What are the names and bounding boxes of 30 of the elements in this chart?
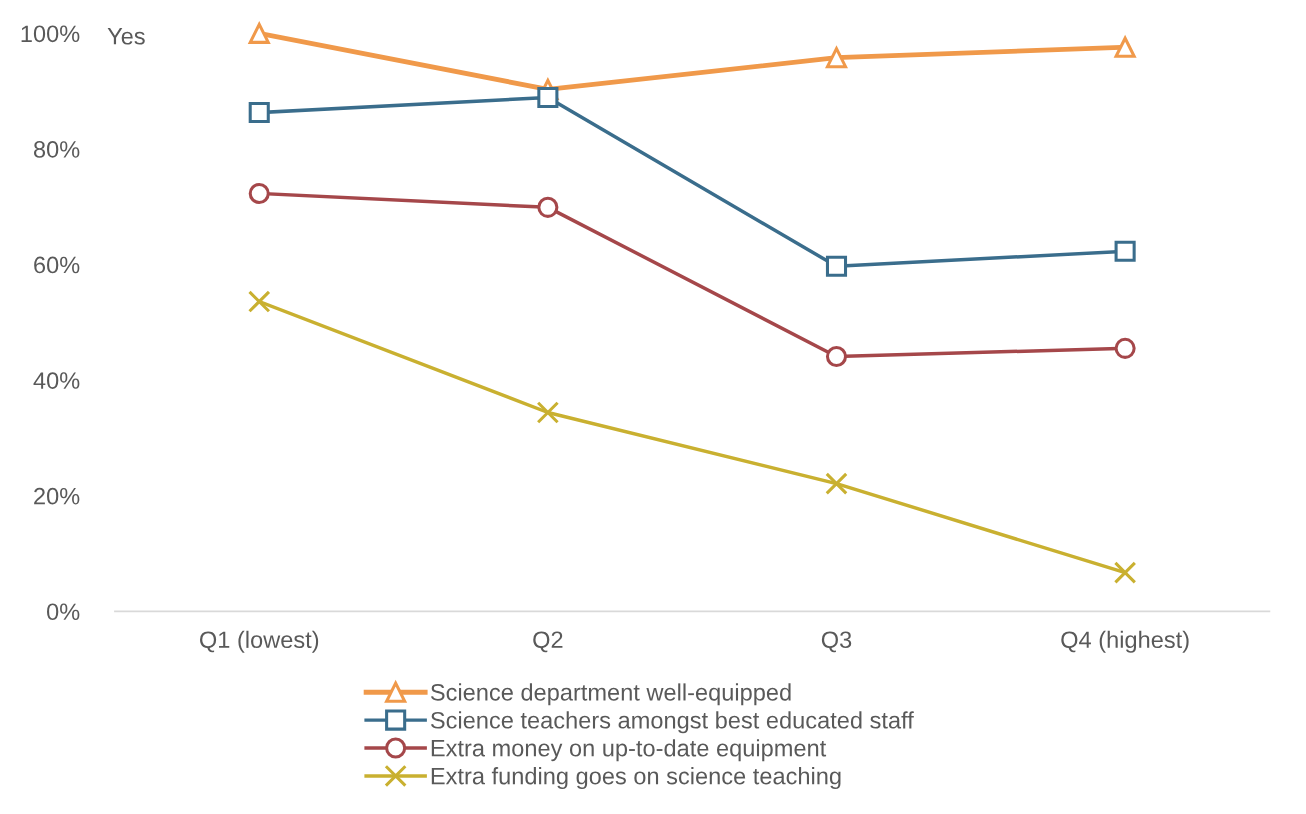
point	[536, 401, 560, 424]
point	[825, 345, 848, 367]
y-tick-label: 40%	[33, 372, 80, 389]
y-tick-label: 0%	[47, 603, 80, 621]
x-tick-label: Q4 (highest)	[1061, 630, 1189, 653]
point	[825, 47, 848, 69]
x-tick-label: Q2	[533, 631, 563, 653]
y-tick-label: 60%	[34, 256, 80, 274]
legend-label: Extra funding goes on science teaching	[431, 767, 841, 790]
point	[248, 22, 270, 44]
legend-label: Science teachers amongst best educated staff	[430, 711, 914, 734]
point	[1114, 337, 1136, 359]
point	[1113, 34, 1137, 58]
point	[825, 255, 848, 277]
point	[537, 196, 559, 218]
point	[247, 290, 271, 313]
annotation: Yes	[107, 28, 145, 45]
point	[248, 101, 270, 124]
y-tick-label: 20%	[34, 487, 80, 505]
point	[1114, 240, 1136, 262]
legend-label: Extra money on up-to-date equipment	[431, 739, 827, 762]
x-tick-label: Q1 (lowest)	[200, 630, 319, 653]
point	[825, 472, 848, 495]
point	[537, 86, 559, 109]
point	[248, 182, 270, 205]
point	[1113, 561, 1137, 584]
x-tick-label: Q3	[821, 631, 852, 653]
y-tick-label: 100%	[21, 25, 80, 43]
legend-label: Science department well-equipped	[430, 683, 791, 706]
y-tick-label: 80%	[33, 141, 80, 158]
